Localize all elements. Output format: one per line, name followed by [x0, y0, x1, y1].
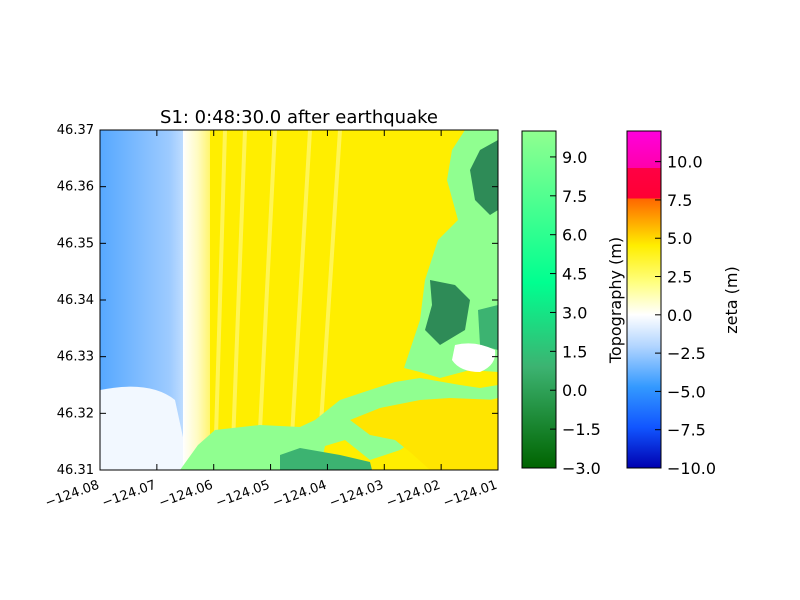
map-forest-center: [425, 280, 470, 345]
y-tick-label: 46.33: [57, 350, 94, 365]
y-tick-label: 46.32: [57, 406, 94, 421]
colorbar-tick-label: 10.0: [667, 153, 703, 172]
map-forest-south: [280, 448, 372, 470]
map-forest-e: [478, 305, 498, 350]
x-tick-label: −124.08: [43, 478, 101, 511]
colorbar-tick-label: 2.5: [667, 268, 692, 287]
colorbar-tick-label: 6.0: [562, 226, 587, 245]
y-tick-label: 46.36: [57, 180, 94, 195]
x-tick-label: −124.03: [328, 478, 386, 511]
colorbar-tick-label: −2.5: [667, 344, 706, 363]
map-inundation-streaks: [213, 130, 342, 470]
chart-title: S1: 0:48:30.0 after earthquake: [160, 107, 438, 128]
map-nearshore-white: [100, 386, 190, 470]
colorbar-tick-label: 1.5: [562, 342, 587, 361]
colorbar-tick-label: 0.0: [667, 306, 692, 325]
colorbar-tick-label: −7.5: [667, 421, 706, 440]
y-tick-label: 46.37: [57, 123, 94, 138]
map-bay: [452, 343, 496, 372]
colorbar-tick-label: 0.0: [562, 381, 587, 400]
colorbar-tick-label: 7.5: [667, 191, 692, 210]
topography-colorbar-ticks: −3.0 −1.5 0.0 1.5 3.0 4.5 6.0 7.5 9.0: [550, 148, 601, 478]
x-tick-label: −124.01: [441, 478, 499, 511]
x-tick-label: −124.06: [157, 478, 215, 511]
topography-colorbar-label: Topography (m): [606, 237, 625, 364]
colorbar-tick-label: −3.0: [562, 459, 601, 478]
x-tick-label: −124.02: [384, 478, 442, 511]
x-tick-label: −124.07: [100, 478, 158, 511]
y-tick-label: 46.35: [57, 236, 94, 251]
colorbar-tick-label: 3.0: [562, 303, 587, 322]
y-tick-label: 46.34: [57, 293, 94, 308]
colorbar-tick-label: −5.0: [667, 382, 706, 401]
colorbar-tick-label: 9.0: [562, 148, 587, 167]
y-tick-label: 46.31: [57, 463, 94, 478]
colorbar-tick-label: 4.5: [562, 265, 587, 284]
colorbar-tick-label: −10.0: [667, 459, 716, 478]
x-tick-label: −124.04: [271, 478, 329, 511]
map-plot: [100, 130, 498, 470]
x-tick-label: −124.05: [214, 478, 272, 511]
topography-colorbar: [521, 130, 557, 469]
map-surf-zone: [183, 130, 213, 470]
colorbar-tick-label: 5.0: [667, 229, 692, 248]
zeta-colorbar-ticks: −10.0 −7.5 −5.0 −2.5 0.0 2.5 5.0 7.5 10.0: [655, 153, 716, 478]
zeta-colorbar: [626, 130, 662, 469]
colorbar-tick-label: 7.5: [562, 187, 587, 206]
zeta-colorbar-label: zeta (m): [722, 266, 741, 333]
map-inner-bay: [350, 398, 498, 470]
colorbar-tick-label: −1.5: [562, 420, 601, 439]
map-forest-ne: [470, 140, 498, 215]
